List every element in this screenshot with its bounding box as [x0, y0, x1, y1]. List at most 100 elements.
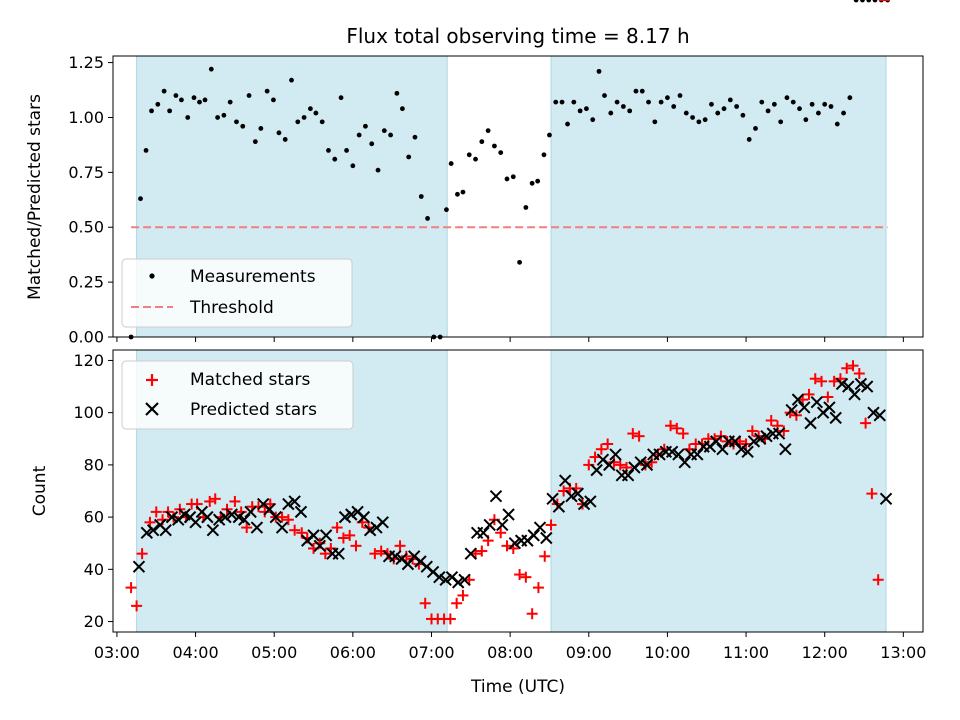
top-legend: Measurements Threshold [121, 258, 353, 328]
measurement-point [547, 132, 552, 138]
matched-star-point [677, 428, 689, 440]
measurement-point [473, 156, 478, 162]
measurement-point [571, 99, 577, 105]
measurement-point [173, 93, 179, 98]
legend-measurements-marker [149, 273, 155, 279]
matched-star-point [853, 368, 865, 379]
measurement-point [338, 95, 344, 101]
matched-star-point [847, 360, 859, 372]
measurement-point [485, 128, 491, 134]
measurement-point [301, 115, 307, 120]
predicted-star-point [401, 557, 415, 571]
top-observing-windows [136, 55, 887, 338]
measurement-point [143, 147, 149, 153]
matched-star-point [476, 545, 488, 557]
measurement-point [614, 99, 620, 105]
predicted-star-point [760, 429, 773, 443]
measurement-point [620, 104, 626, 109]
predicted-star-point [212, 513, 226, 526]
predicted-star-point [678, 456, 691, 469]
predicted-star-point [571, 487, 584, 500]
matched-star-point [276, 511, 288, 523]
measurement-point [466, 152, 472, 158]
predicted-star-point [282, 497, 295, 511]
matched-star-point [131, 600, 143, 612]
legend-threshold-label: Threshold [189, 298, 274, 318]
measurement-point [677, 93, 683, 98]
measurement-point [727, 97, 733, 103]
matched-star-point [337, 532, 349, 544]
bottom-panel: 20 40 60 80 100 120 03:00 04:00 05:00 06:00 07:00… [30, 0, 926, 697]
predicted-star-point [835, 377, 849, 391]
x-tick-label: 13:00 [880, 643, 926, 662]
measurement-point [608, 110, 614, 116]
measurement-point [847, 95, 853, 101]
measurement-point [828, 104, 834, 109]
matched-star-point [514, 569, 526, 581]
measurement-point [535, 178, 541, 184]
measurement-point [381, 128, 387, 134]
measurement-point [406, 154, 412, 160]
predicted-star-point [691, 448, 704, 461]
predicted-star-point [665, 445, 679, 459]
measurement-point [584, 106, 589, 112]
predicted-star-point [269, 510, 282, 524]
predicted-star-point [439, 573, 452, 586]
measurement-point [326, 147, 331, 153]
bottom-x-ticks: 03:00 04:00 05:00 06:00 07:00 08:00 09:00 10:00… [94, 632, 926, 662]
measurement-point [356, 132, 362, 138]
predicted-star-point [810, 396, 824, 409]
predicted-star-point [577, 497, 591, 511]
chart-title: Flux total observing time = 8.17 h [346, 24, 689, 48]
matched-star-point [259, 506, 271, 518]
predicted-star-point [376, 516, 389, 529]
measurement-point [240, 123, 246, 129]
measurement-point [264, 88, 270, 94]
measurement-point [460, 189, 466, 195]
predicted-star-point [640, 458, 654, 472]
x-tick-label: 03:00 [94, 643, 140, 662]
top-y-tick-label: 0.00 [68, 328, 104, 347]
predicted-star-point [502, 508, 515, 521]
matched-star-point [803, 388, 815, 400]
matched-star-point [419, 597, 431, 609]
predicted-star-point [132, 560, 146, 573]
measurement-point [258, 126, 264, 131]
matched-star-point [539, 550, 551, 562]
measurement-point [350, 163, 356, 169]
measurement-point [492, 143, 497, 149]
matched-star-point [633, 430, 645, 442]
measurement-point [627, 108, 633, 114]
measurement-point [753, 126, 758, 131]
predicted-star-point [621, 469, 635, 482]
matched-star-point [589, 451, 601, 463]
legend-matched-marker [146, 374, 158, 386]
measurement-point [740, 112, 746, 118]
bottom-y-tick-label: 120 [73, 351, 104, 370]
predicted-star-point [477, 526, 490, 539]
matched-star-point [860, 417, 872, 429]
matched-star-point [331, 522, 343, 534]
measurement-point [289, 77, 294, 83]
matched-star-point [520, 571, 532, 583]
predicted-star-point [634, 456, 647, 469]
measurement-point [646, 99, 651, 105]
predicted-star-point [565, 490, 578, 503]
matched-star-point [369, 548, 381, 560]
measurement-point [602, 93, 607, 98]
measurement-point [665, 95, 670, 101]
predicted-star-point [672, 448, 685, 461]
measurement-point [734, 104, 740, 109]
bottom-legend-box [121, 360, 354, 430]
measurement-points [128, 0, 891, 340]
predicted-star-point [716, 443, 729, 456]
predicted-star-point [219, 510, 232, 524]
measurement-point [853, 0, 859, 3]
predicted-star-point [842, 380, 855, 393]
measurement-point [215, 115, 220, 120]
top-y-tick-label: 1.25 [68, 53, 104, 72]
predicted-star-point [496, 518, 509, 532]
measurement-point [541, 152, 547, 158]
measurement-point [155, 101, 161, 107]
measurement-point [639, 88, 645, 94]
